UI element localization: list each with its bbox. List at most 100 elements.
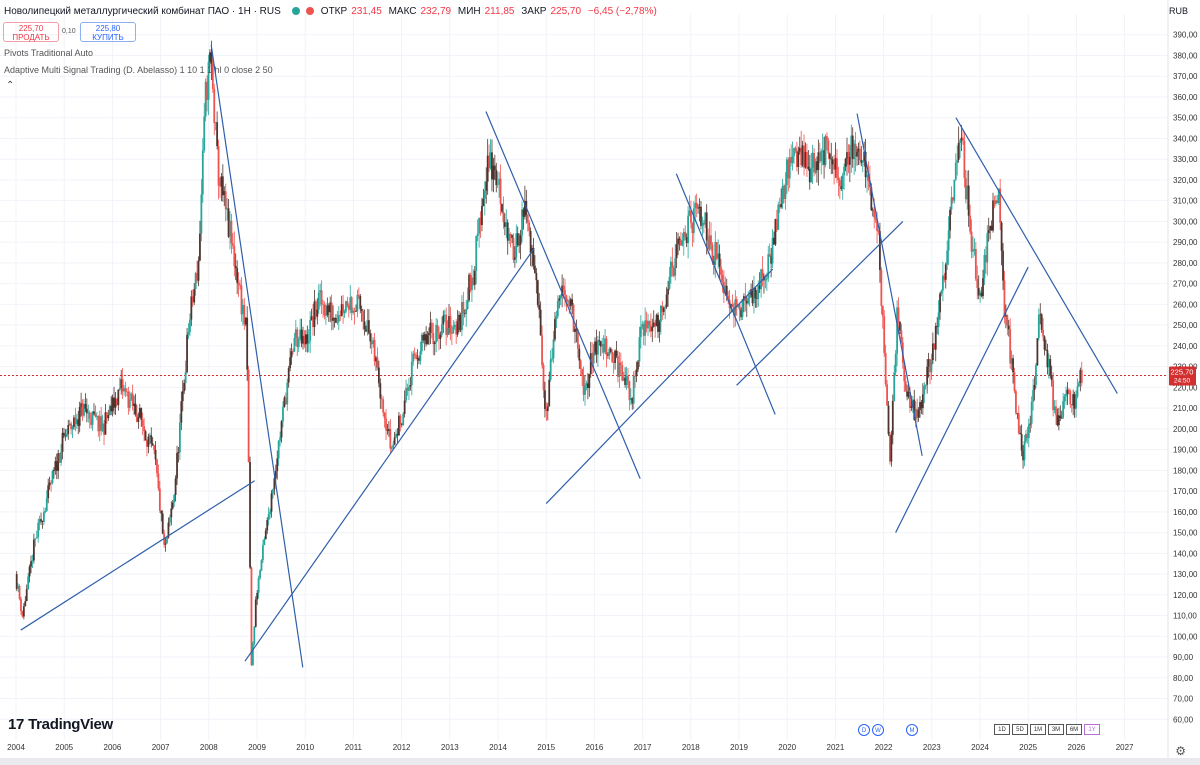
goto-circle-3[interactable]: M — [906, 724, 918, 736]
high-value: 232,79 — [420, 5, 452, 17]
candle — [430, 319, 433, 339]
settings-icon[interactable]: ⚙ — [1175, 744, 1186, 758]
candle — [1033, 376, 1036, 401]
candle — [200, 179, 203, 242]
candle — [904, 375, 907, 392]
candle — [83, 398, 85, 418]
indicator-amst-label[interactable]: Adaptive Multi Signal Trading (D. Abelas… — [4, 65, 273, 75]
goto-circle-2[interactable]: W — [872, 724, 884, 736]
candle — [377, 360, 380, 388]
y-tick-label: 310,00 — [1173, 197, 1198, 206]
candle — [720, 258, 722, 284]
candle — [574, 325, 576, 344]
candle — [821, 133, 824, 166]
trendline-5[interactable] — [545, 268, 774, 504]
low-value: 211,85 — [484, 5, 515, 17]
candle — [105, 412, 108, 424]
y-tick-label: 200,00 — [1173, 425, 1198, 434]
candle — [694, 195, 697, 222]
y-tick-label: 160,00 — [1173, 508, 1198, 517]
price-tag-countdown: 24:50 — [1174, 378, 1191, 385]
candle — [992, 192, 994, 233]
candle — [989, 225, 992, 240]
trendline-1[interactable] — [20, 480, 255, 631]
goto-circle-1[interactable]: D — [858, 724, 870, 736]
candle — [662, 306, 665, 316]
candle — [362, 309, 365, 331]
candle — [1035, 363, 1037, 389]
candle — [827, 137, 830, 160]
candle — [747, 291, 750, 305]
price-axis[interactable]: 390,00 380,00 370,00 360,00 350,00 340,00 330,… — [1167, 0, 1198, 758]
change-value: −6,45 (−2,78%) — [587, 5, 657, 17]
symbol-title[interactable]: Новолипецкий металлургический комбинат П… — [4, 5, 281, 17]
range-5d[interactable]: 5D — [1012, 724, 1028, 735]
trendline-6[interactable] — [675, 173, 776, 415]
candle — [857, 142, 860, 166]
candle — [668, 266, 671, 291]
indicator-pivots-label[interactable]: Pivots Traditional Auto — [4, 48, 94, 58]
trendline-9[interactable] — [895, 266, 1029, 533]
currency-label[interactable]: RUB — [1168, 6, 1188, 16]
candle — [38, 515, 41, 531]
candle — [359, 293, 362, 314]
candle — [856, 146, 858, 166]
candle — [946, 240, 949, 270]
buy-button[interactable]: 225,80 КУПИТЬ — [80, 22, 136, 42]
candle — [140, 407, 143, 427]
trendline-10[interactable] — [955, 117, 1118, 394]
candle — [519, 229, 522, 260]
candle — [151, 437, 154, 447]
y-tick-label: 330,00 — [1173, 155, 1198, 164]
candle — [131, 384, 134, 411]
candle — [984, 246, 987, 274]
candle — [1060, 410, 1063, 419]
grid — [0, 14, 1168, 740]
candle — [722, 270, 725, 304]
candle — [37, 518, 40, 543]
trendline-8[interactable] — [856, 113, 923, 456]
candle — [1075, 390, 1077, 418]
candle — [1065, 386, 1067, 405]
collapse-chevron-icon[interactable]: ⌃ — [6, 80, 15, 91]
candle — [440, 316, 443, 338]
candle — [313, 290, 316, 336]
sell-button[interactable]: 225,70 ПРОДАТЬ — [3, 22, 59, 42]
y-tick-label: 80,00 — [1173, 674, 1194, 683]
candle — [942, 261, 944, 302]
candle — [921, 383, 924, 415]
candle — [236, 260, 239, 295]
range-1y[interactable]: 1Y — [1084, 724, 1100, 735]
candle — [625, 366, 628, 390]
candle — [877, 229, 880, 236]
range-1m[interactable]: 1M — [1030, 724, 1046, 735]
candle — [496, 171, 499, 188]
candle — [189, 313, 191, 336]
trendline-2[interactable] — [210, 45, 304, 668]
candle — [798, 136, 801, 155]
candle — [53, 467, 55, 479]
candle — [645, 311, 648, 333]
candle — [194, 271, 197, 296]
candle — [423, 331, 426, 351]
range-6m[interactable]: 6M — [1066, 724, 1082, 735]
candle — [365, 325, 367, 333]
candle — [419, 341, 422, 365]
candle — [239, 279, 241, 290]
candle — [576, 328, 579, 358]
trendline-7[interactable] — [736, 221, 904, 386]
candle — [117, 389, 120, 411]
candle — [692, 201, 695, 243]
range-1d[interactable]: 1D — [994, 724, 1010, 735]
time-axis[interactable]: 2004 2005 2006 2007 2008 2009 2010 2011 2012 2013… — [7, 743, 1134, 752]
candle — [87, 404, 90, 423]
range-3m[interactable]: 3M — [1048, 724, 1064, 735]
candle — [284, 392, 287, 405]
candle — [292, 348, 294, 355]
candle — [1055, 399, 1057, 425]
candle — [150, 427, 153, 448]
trendline-4[interactable] — [485, 111, 641, 479]
trendline-3[interactable] — [244, 248, 535, 662]
candle — [393, 431, 396, 446]
